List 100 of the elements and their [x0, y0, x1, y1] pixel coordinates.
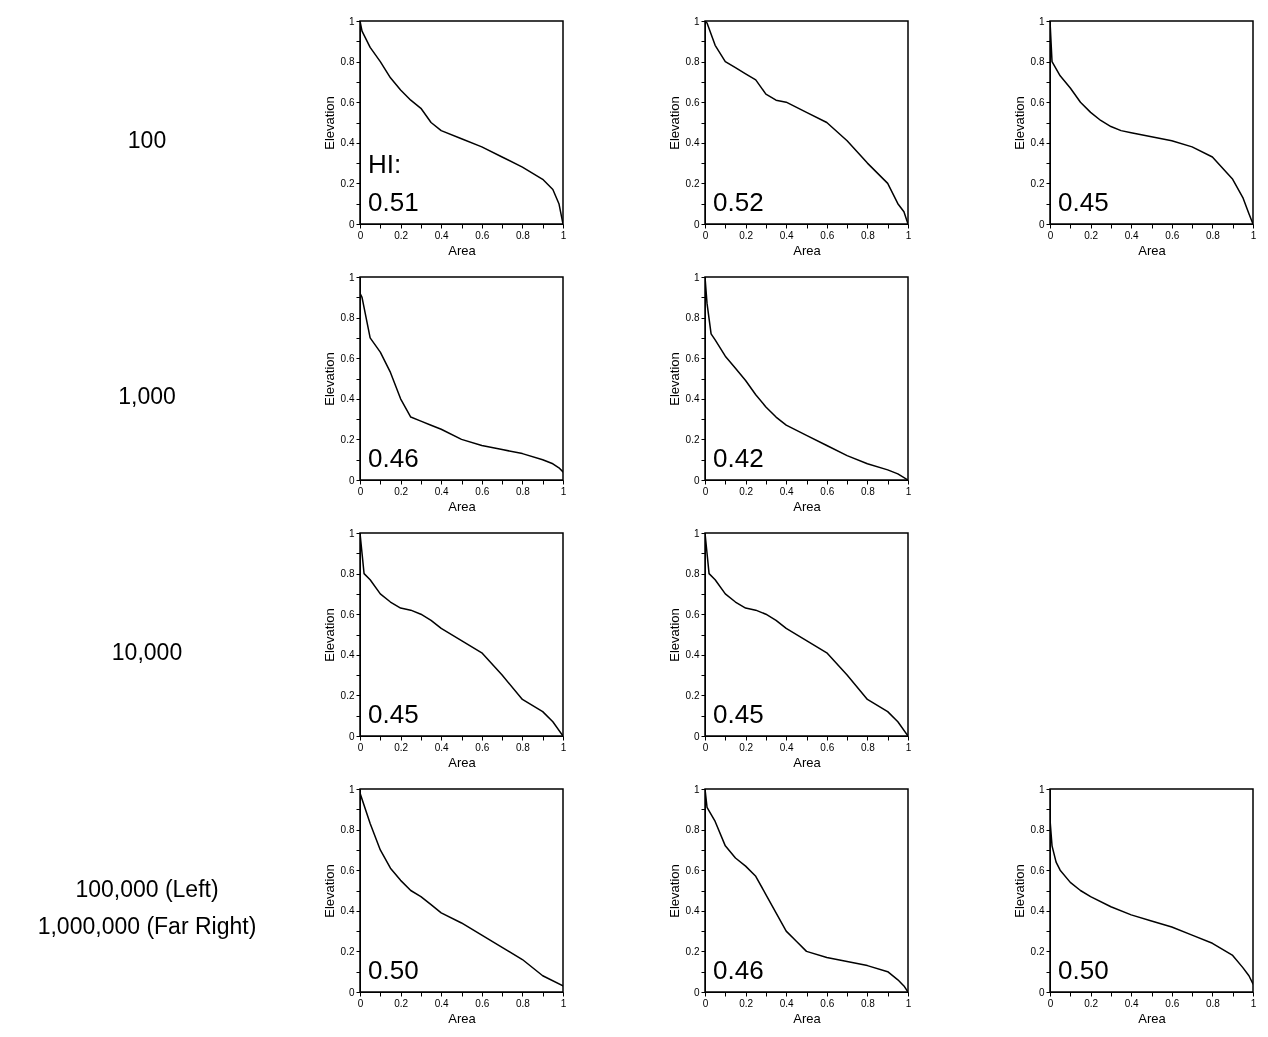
annotation: HI:: [368, 149, 402, 179]
x-axis-title: Area: [793, 754, 822, 770]
x-tick-label: 0.4: [779, 485, 795, 497]
annotation: 0.46: [368, 443, 419, 473]
x-tick-label: 0.6: [820, 741, 835, 753]
x-axis-title: Area: [1138, 242, 1167, 258]
x-tick-label: 1: [905, 485, 912, 497]
text: 10,000: [111, 638, 183, 665]
x-tick-label: 0.4: [434, 229, 450, 241]
y-tick-label: 1: [348, 271, 355, 283]
annotation: 0.42: [713, 443, 764, 473]
y-tick-label: 0.4: [340, 137, 355, 149]
y-tick-label: 0.4: [340, 905, 355, 917]
text: 100: [127, 126, 167, 153]
x-tick-label: 0.4: [1124, 997, 1140, 1009]
x-tick-label: 0.6: [1165, 997, 1180, 1009]
x-tick-label: 0.2: [1084, 229, 1099, 241]
x-tick-label: 0.8: [515, 997, 531, 1009]
y-tick-label: 0.4: [685, 649, 700, 661]
y-axis-title: Elevation: [1011, 864, 1027, 918]
x-tick-label: 0.2: [394, 997, 409, 1009]
y-tick-label: 0.6: [340, 608, 355, 620]
y-axis-title: Elevation: [666, 864, 682, 918]
y-tick-label: 0.4: [1030, 905, 1045, 917]
x-axis-title: Area: [793, 498, 822, 514]
x-tick-label: 1: [560, 997, 567, 1009]
x-tick-label: 0: [1047, 997, 1054, 1009]
x-tick-label: 0.4: [1124, 229, 1140, 241]
y-axis-title: Elevation: [321, 96, 337, 150]
x-tick-label: 0.4: [434, 485, 450, 497]
x-tick-label: 0: [702, 485, 709, 497]
y-tick-label: 0.2: [1030, 177, 1045, 189]
x-tick-label: 0.8: [860, 741, 876, 753]
x-tick-label: 1: [1250, 229, 1257, 241]
x-tick-label: 0.8: [1205, 229, 1221, 241]
y-axis-title: Elevation: [1011, 96, 1027, 150]
y-tick-label: 0.8: [685, 312, 700, 324]
x-tick-label: 0.6: [475, 997, 490, 1009]
x-tick-label: 0.2: [394, 741, 409, 753]
y-tick-label: 0.6: [685, 96, 700, 108]
x-tick-label: 0: [702, 741, 709, 753]
y-tick-label: 0.8: [340, 824, 355, 836]
x-tick-label: 0: [702, 997, 709, 1009]
y-tick-label: 0: [1038, 986, 1045, 998]
x-tick-label: 0.6: [1165, 229, 1180, 241]
y-tick-label: 0.8: [1030, 56, 1045, 68]
y-tick-label: 1: [693, 527, 700, 539]
y-tick-label: 1: [348, 15, 355, 27]
x-tick-label: 0.4: [779, 997, 795, 1009]
y-tick-label: 0.2: [685, 689, 700, 701]
y-tick-label: 0.8: [685, 568, 700, 580]
annotation: 0.45: [1058, 187, 1109, 217]
y-tick-label: 0: [693, 218, 700, 230]
y-axis-title: Elevation: [666, 608, 682, 662]
text: 100,000 (Left): [75, 876, 219, 902]
y-tick-label: 0.2: [340, 177, 355, 189]
x-tick-label: 1: [560, 485, 567, 497]
y-axis-title: Elevation: [321, 608, 337, 662]
x-axis-title: Area: [793, 1010, 822, 1026]
annotation: 0.51: [368, 187, 419, 217]
y-tick-label: 0.2: [1030, 945, 1045, 957]
y-tick-label: 1: [1038, 783, 1045, 795]
x-tick-label: 0.8: [1205, 997, 1221, 1009]
y-tick-label: 0.4: [685, 393, 700, 405]
y-tick-label: 0.8: [1030, 824, 1045, 836]
x-tick-label: 0: [357, 997, 364, 1009]
y-tick-label: 0.6: [340, 96, 355, 108]
x-axis-title: Area: [448, 1010, 477, 1026]
y-tick-label: 0.4: [340, 649, 355, 661]
y-tick-label: 0.6: [685, 608, 700, 620]
y-axis-title: Elevation: [321, 864, 337, 918]
annotation: 0.50: [1058, 955, 1109, 985]
y-tick-label: 0.6: [1030, 96, 1045, 108]
text: 1,000: [118, 382, 176, 409]
x-axis-title: Area: [793, 242, 822, 258]
x-axis-title: Area: [1138, 1010, 1167, 1026]
x-tick-label: 0.8: [860, 229, 876, 241]
y-tick-label: 0: [1038, 218, 1045, 230]
x-tick-label: 0: [357, 485, 364, 497]
x-tick-label: 0.8: [515, 741, 531, 753]
x-tick-label: 0.4: [779, 229, 795, 241]
y-tick-label: 0: [348, 986, 355, 998]
annotation: 0.52: [713, 187, 764, 217]
y-tick-label: 0.2: [340, 689, 355, 701]
x-tick-label: 0.6: [820, 485, 835, 497]
annotation: 0.45: [713, 699, 764, 729]
y-tick-label: 0.4: [340, 393, 355, 405]
y-axis-title: Elevation: [321, 352, 337, 406]
y-tick-label: 0.8: [685, 56, 700, 68]
x-tick-label: 0.2: [739, 229, 754, 241]
annotation: 0.45: [368, 699, 419, 729]
y-tick-label: 0.6: [340, 864, 355, 876]
y-tick-label: 1: [1038, 15, 1045, 27]
y-tick-label: 0: [693, 474, 700, 486]
y-tick-label: 0.8: [685, 824, 700, 836]
x-axis-title: Area: [448, 242, 477, 258]
y-tick-label: 1: [693, 271, 700, 283]
x-tick-label: 0.2: [739, 741, 754, 753]
x-tick-label: 1: [905, 741, 912, 753]
x-tick-label: 0.8: [515, 229, 531, 241]
